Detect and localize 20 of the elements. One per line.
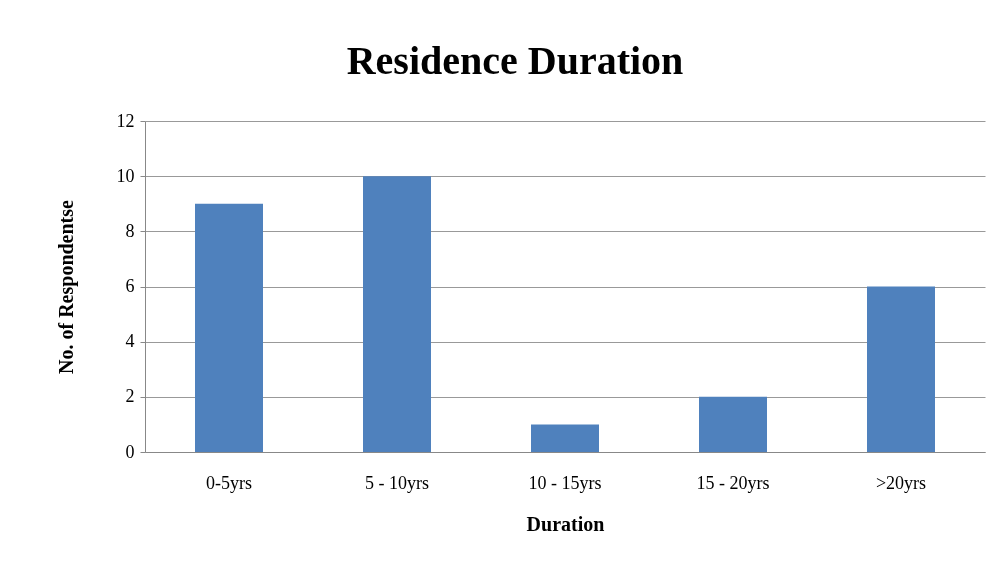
y-tick-label: 4	[125, 331, 135, 352]
y-tick-label: 6	[125, 276, 135, 296]
x-tick-label: 10 - 15yrs	[528, 472, 602, 493]
bar	[363, 176, 431, 452]
y-axis-title: No. of Respondentse	[54, 199, 78, 374]
bar	[867, 286, 935, 452]
bar	[531, 424, 599, 452]
bar	[699, 396, 767, 452]
y-tick-label: 10	[116, 165, 135, 186]
x-tick-label: >20yrs	[875, 472, 927, 493]
x-axis-title: Duration	[526, 512, 605, 535]
x-tick-label: 15 - 20yrs	[696, 472, 770, 493]
y-tick-label: 2	[125, 386, 135, 407]
x-tick-label: 0-5yrs	[206, 472, 252, 493]
y-tick-label: 0	[125, 441, 135, 462]
x-tick-label: 5 - 10yrs	[365, 472, 429, 493]
y-tick-label: 8	[125, 220, 135, 241]
bar	[195, 203, 263, 452]
chart-title: Residence Duration	[346, 38, 684, 83]
y-tick-label: 12	[116, 110, 135, 131]
